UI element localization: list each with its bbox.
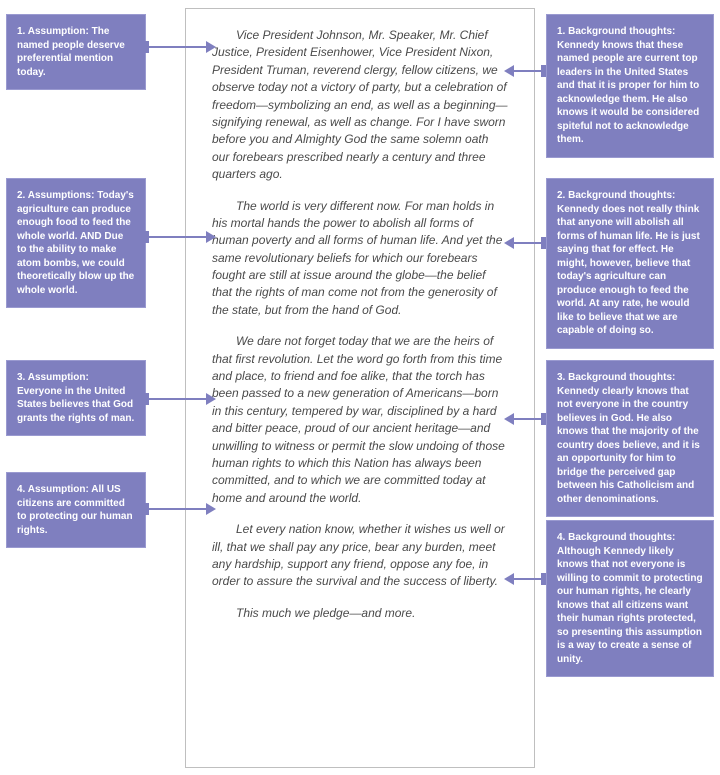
doc-paragraph: We dare not forget today that we are the… [212, 333, 508, 507]
doc-paragraph: Let every nation know, whether it wishes… [212, 521, 508, 591]
arrow-tail [144, 41, 149, 53]
assumption-box-4: 4. Assumption: All US citizens are commi… [6, 472, 146, 548]
annotation-text: 3. Background thoughts: Kennedy clearly … [557, 372, 700, 505]
doc-paragraph: Vice President Johnson, Mr. Speaker, Mr.… [212, 27, 508, 184]
page-root: Vice President Johnson, Mr. Speaker, Mr.… [0, 0, 720, 775]
arrow-head-icon [206, 503, 216, 515]
arrow-line [146, 398, 208, 400]
annotation-text: 4. Assumption: All US citizens are commi… [17, 484, 133, 536]
arrow-line [512, 70, 544, 72]
arrow-head-icon [206, 41, 216, 53]
annotation-text: 2. Assumptions: Today's agriculture can … [17, 190, 134, 296]
arrow-line [512, 418, 544, 420]
annotation-text: 1. Assumption: The named people deserve … [17, 26, 125, 78]
annotation-text: 3. Assumption: Everyone in the United St… [17, 372, 134, 424]
annotation-text: 2. Background thoughts: Kennedy does not… [557, 190, 700, 336]
arrow-line [512, 242, 544, 244]
arrow-tail [144, 231, 149, 243]
source-document: Vice President Johnson, Mr. Speaker, Mr.… [185, 8, 535, 768]
arrow-head-icon [504, 65, 514, 77]
arrow-tail [541, 237, 546, 249]
arrow-head-icon [206, 231, 216, 243]
arrow-tail [144, 503, 149, 515]
arrow-head-icon [504, 413, 514, 425]
arrow-tail [541, 65, 546, 77]
arrow-line [146, 46, 208, 48]
assumption-box-2: 2. Assumptions: Today's agriculture can … [6, 178, 146, 308]
background-box-1: 1. Background thoughts: Kennedy knows th… [546, 14, 714, 158]
annotation-text: 4. Background thoughts: Although Kennedy… [557, 532, 703, 665]
arrow-head-icon [504, 573, 514, 585]
arrow-tail [541, 413, 546, 425]
arrow-line [512, 578, 544, 580]
arrow-line [146, 508, 208, 510]
assumption-box-3: 3. Assumption: Everyone in the United St… [6, 360, 146, 436]
arrow-line [146, 236, 208, 238]
doc-paragraph: The world is very different now. For man… [212, 198, 508, 320]
background-box-4: 4. Background thoughts: Although Kennedy… [546, 520, 714, 677]
doc-paragraph: This much we pledge—and more. [212, 605, 508, 622]
background-box-2: 2. Background thoughts: Kennedy does not… [546, 178, 714, 349]
arrow-head-icon [206, 393, 216, 405]
arrow-tail [541, 573, 546, 585]
annotation-text: 1. Background thoughts: Kennedy knows th… [557, 26, 699, 145]
arrow-head-icon [504, 237, 514, 249]
background-box-3: 3. Background thoughts: Kennedy clearly … [546, 360, 714, 517]
arrow-tail [144, 393, 149, 405]
assumption-box-1: 1. Assumption: The named people deserve … [6, 14, 146, 90]
